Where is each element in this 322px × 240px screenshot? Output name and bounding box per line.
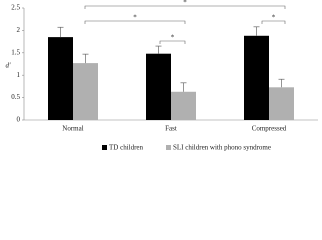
error-bar [82,53,89,64]
error-bar [253,26,260,36]
chart: d' 0 0.5 1 1.5 2 2.5 Normal Fast Compressed * * * * T… [6,0,318,152]
error-bar [57,26,64,38]
legend-swatch [166,145,171,150]
error-bar [180,82,187,92]
significance-star: * [133,14,137,22]
significance-bracket [84,20,186,24]
x-tick-label: Normal [62,125,83,133]
significance-star: * [272,14,276,22]
significance-star: * [183,0,187,7]
y-tick-label: 2 [17,26,21,34]
y-tick-label: 0 [17,116,21,124]
error-bar [278,78,285,88]
x-tick-label: Fast [165,125,177,133]
bar [146,53,171,120]
y-tick-label: 2.5 [11,4,20,12]
legend-swatch [102,145,107,150]
bar [171,91,196,120]
legend-label: SLI children with phono syndrome [173,144,271,152]
y-tick-label: 1 [17,71,21,79]
y-tick-label: 0.5 [11,93,20,101]
legend-label: TD children [109,144,144,152]
significance-star: * [171,34,175,42]
bar [48,37,73,121]
error-bar [155,45,162,54]
y-tick-label: 1.5 [11,48,20,56]
y-axis-label: d' [6,62,12,70]
bar [73,63,98,120]
bar [269,87,294,120]
significance-bracket [261,20,286,24]
significance-bracket [84,5,286,9]
bar [244,35,269,120]
x-tick-label: Compressed [252,125,287,133]
significance-bracket [159,40,186,44]
